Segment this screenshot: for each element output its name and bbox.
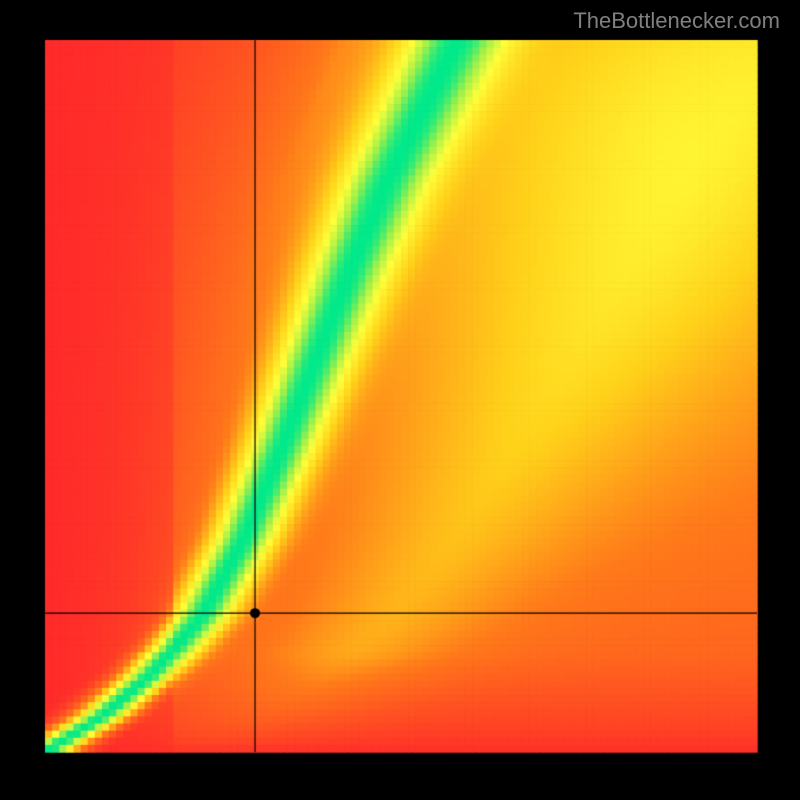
chart-container: { "watermark": "TheBottlenecker.com", "l…: [0, 0, 800, 800]
bottleneck-heatmap: [0, 0, 800, 800]
watermark-text: TheBottlenecker.com: [573, 8, 780, 34]
